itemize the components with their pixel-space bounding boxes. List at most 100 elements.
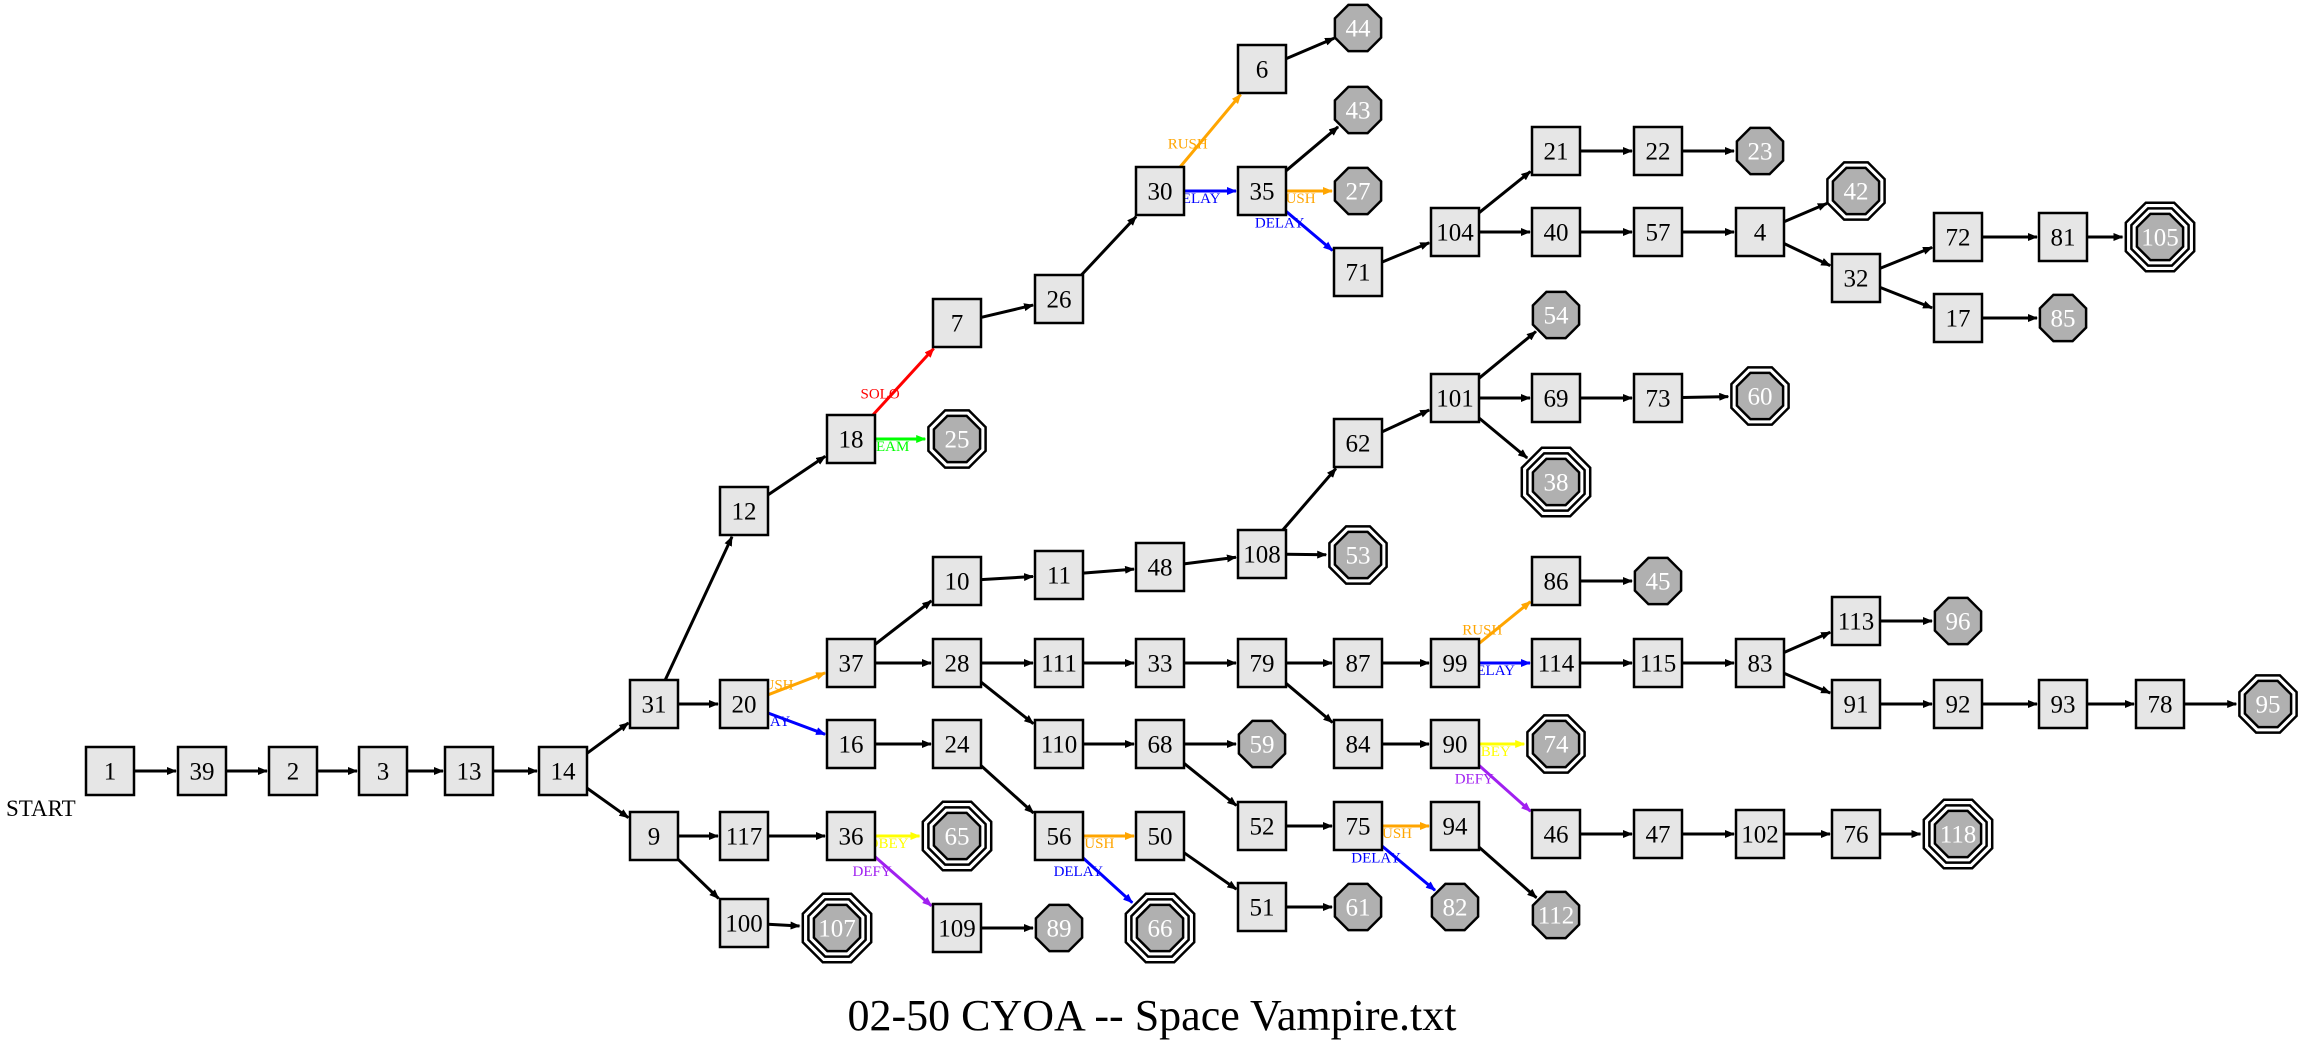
edge-36-109	[874, 855, 933, 908]
node-label-10: 10	[945, 569, 970, 596]
node-label-38: 38	[1544, 470, 1569, 497]
edge-label-18-7: SOLO	[861, 386, 900, 402]
passage-node-46: 46	[1530, 808, 1582, 860]
passage-node-22: 22	[1632, 125, 1684, 177]
node-label-1: 1	[104, 759, 117, 786]
edge-100-107	[767, 921, 801, 930]
passage-node-93: 93	[2037, 678, 2089, 730]
edge-14-9	[586, 786, 630, 819]
node-label-73: 73	[1646, 386, 1671, 413]
node-label-93: 93	[2051, 692, 2076, 719]
passage-node-40: 40	[1530, 206, 1582, 258]
node-label-2: 2	[287, 759, 300, 786]
node-label-54: 54	[1544, 303, 1570, 330]
ending-node-89: 89	[1034, 903, 1084, 953]
nodes-layer: 1 39 2 3 13 143191220117100183716361077251028…	[84, 3, 2298, 964]
edge-79-84	[1285, 682, 1334, 724]
node-label-3: 3	[377, 759, 390, 786]
passage-node-2: 2	[267, 745, 319, 797]
edge-10-11	[980, 573, 1034, 582]
edge-7-26	[980, 303, 1035, 319]
ending-node-42: 42	[1826, 161, 1886, 221]
passage-node-7: 7	[931, 297, 983, 349]
passage-node-39: 39	[176, 745, 228, 797]
ending-node-43: 43	[1333, 85, 1383, 135]
node-label-78: 78	[2148, 692, 2173, 719]
node-label-105: 105	[2141, 225, 2179, 252]
node-label-94: 94	[1443, 814, 1469, 841]
node-label-110: 110	[1041, 732, 1078, 759]
passage-node-92: 92	[1932, 678, 1984, 730]
edge-label-75-82: DELAY	[1351, 850, 1401, 866]
edge-11-48	[1082, 565, 1135, 575]
passage-node-104: 104	[1429, 206, 1481, 258]
node-label-95: 95	[2256, 692, 2281, 719]
passage-node-11: 11	[1033, 549, 1085, 601]
ending-node-112: 112	[1531, 890, 1581, 940]
start-label: START	[6, 796, 76, 821]
ending-node-60: 60	[1730, 366, 1790, 426]
passage-node-76: 76	[1830, 808, 1882, 860]
passage-node-4: 4	[1734, 206, 1786, 258]
passage-node-24: 24	[931, 718, 983, 770]
passage-node-100: 100	[718, 897, 770, 949]
passage-node-99: 99	[1429, 637, 1481, 689]
ending-node-61: 61	[1333, 882, 1383, 932]
passage-node-28: 28	[931, 637, 983, 689]
edge-75-82	[1381, 844, 1436, 892]
edge-label-30-6: RUSH	[1168, 136, 1208, 152]
node-label-72: 72	[1946, 225, 1971, 252]
passage-node-62: 62	[1332, 417, 1384, 469]
passage-node-36: 36	[825, 810, 877, 862]
passage-node-113: 113	[1830, 595, 1882, 647]
node-label-76: 76	[1844, 822, 1869, 849]
passage-node-81: 81	[2037, 211, 2089, 263]
edge-101-38	[1478, 416, 1529, 460]
node-label-16: 16	[839, 732, 864, 759]
ending-node-74: 74	[1526, 714, 1586, 774]
node-label-47: 47	[1646, 822, 1671, 849]
edge-4-42	[1783, 202, 1828, 224]
node-label-23: 23	[1748, 139, 1773, 166]
edge-label-90-46: DEFY	[1455, 772, 1494, 788]
node-label-11: 11	[1047, 563, 1071, 590]
node-label-83: 83	[1748, 651, 1773, 678]
passage-node-48: 48	[1134, 541, 1186, 593]
passage-node-115: 115	[1632, 637, 1684, 689]
node-label-89: 89	[1047, 916, 1072, 943]
ending-node-44: 44	[1333, 3, 1383, 53]
passage-node-110: 110	[1033, 718, 1085, 770]
edge-73-60	[1681, 392, 1730, 401]
edge-18-7	[871, 347, 935, 417]
edge-104-21	[1478, 170, 1532, 214]
ending-node-66: 66	[1124, 892, 1196, 964]
passage-node-111: 111	[1033, 637, 1085, 689]
passage-node-87: 87	[1332, 637, 1384, 689]
ending-node-82: 82	[1430, 882, 1480, 932]
passage-node-52: 52	[1236, 800, 1288, 852]
diagram-title: 02-50 CYOA -- Space Vampire.txt	[848, 991, 1457, 1040]
edge-label-36-109: DEFY	[853, 864, 892, 880]
passage-node-75: 75	[1332, 800, 1384, 852]
node-label-17: 17	[1946, 306, 1971, 333]
ending-node-53: 53	[1328, 525, 1388, 585]
passage-node-108: 108	[1236, 528, 1288, 580]
node-label-112: 112	[1538, 903, 1575, 930]
node-label-6: 6	[1256, 57, 1269, 84]
passage-node-90: 90	[1429, 718, 1481, 770]
node-label-30: 30	[1148, 179, 1173, 206]
node-label-92: 92	[1946, 692, 1971, 719]
node-label-48: 48	[1148, 555, 1173, 582]
passage-node-57: 57	[1632, 206, 1684, 258]
node-label-114: 114	[1538, 651, 1575, 678]
node-label-96: 96	[1946, 609, 1971, 636]
node-label-25: 25	[945, 427, 970, 454]
edge-30-6	[1178, 93, 1242, 168]
node-label-117: 117	[726, 824, 763, 851]
edge-90-46	[1478, 764, 1532, 813]
edge-label-56-66: DELAY	[1054, 864, 1104, 880]
ending-node-105: 105	[2124, 201, 2196, 273]
passage-node-10: 10	[931, 555, 983, 607]
node-label-115: 115	[1640, 651, 1677, 678]
ending-node-95: 95	[2238, 674, 2298, 734]
